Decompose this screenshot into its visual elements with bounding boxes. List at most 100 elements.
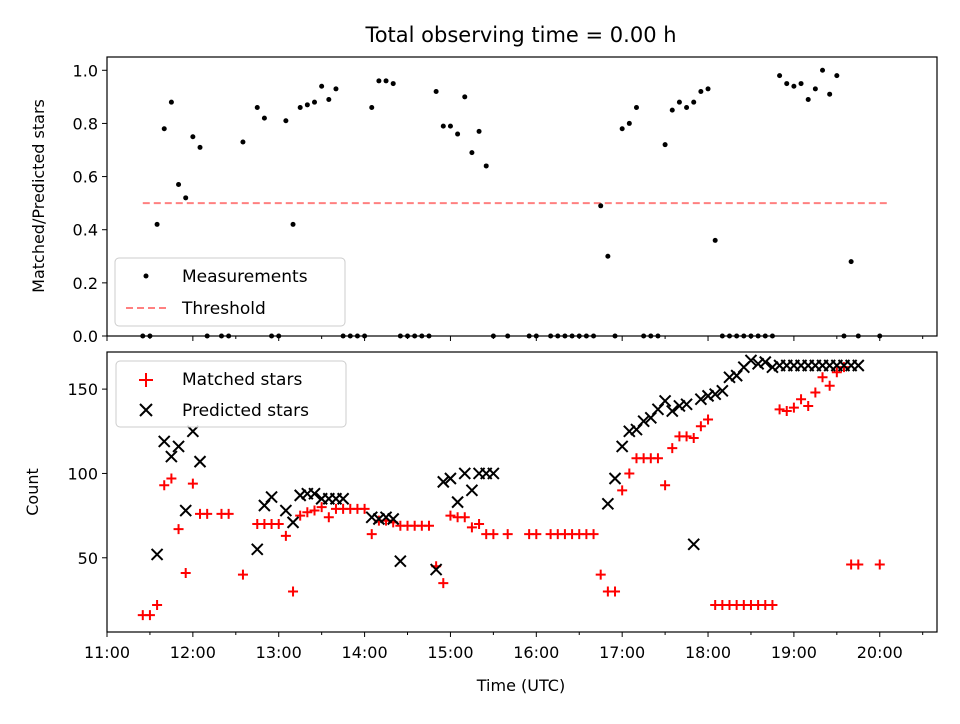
measurement-point	[397, 333, 403, 339]
matched-star-point	[237, 569, 248, 580]
predicted-star-point	[623, 425, 636, 438]
predicted-star-point	[365, 511, 378, 524]
legend-threshold-label: Threshold	[181, 299, 266, 319]
measurement-point	[347, 333, 353, 339]
measurement-point	[362, 333, 368, 339]
measurement-point	[147, 333, 153, 339]
measurement-point	[276, 333, 282, 339]
predicted-star-point	[615, 440, 629, 453]
matched-star-point	[366, 529, 377, 540]
predicted-star-point	[637, 414, 650, 428]
predicted-star-point	[386, 512, 400, 526]
measurement-point	[812, 86, 818, 92]
measurement-point	[297, 104, 303, 110]
measurement-point	[176, 182, 182, 188]
bottom-y-tick-label: 100	[67, 464, 98, 483]
x-tick-label: 19:00	[771, 643, 817, 662]
measurement-point	[312, 99, 317, 105]
measurement-point	[841, 333, 847, 339]
bottom-panel: Count Time (UTC) 50 100 150 11:00 12:00 13:0…	[23, 351, 938, 695]
measurement-point	[390, 81, 396, 87]
measurement-point	[490, 333, 496, 339]
measurement-point	[226, 333, 232, 339]
top-y-axis-label: Matched/Predicted stars	[29, 99, 48, 293]
top-panel: Matched/Predicted stars 0.0 0.2 0.4 0.6 0.8 1…	[29, 56, 938, 346]
measurement-point	[755, 333, 761, 339]
x-tick-label: 11:00	[84, 643, 130, 662]
predicted-star-point	[723, 371, 736, 384]
predicted-star-point	[759, 355, 772, 369]
matched-star-point	[288, 586, 299, 597]
measurement-point	[419, 333, 425, 339]
matched-star-point	[295, 510, 306, 521]
legend-measurements-marker	[143, 273, 149, 279]
measurement-point	[598, 203, 604, 209]
matched-star-point	[853, 559, 864, 570]
measurement-point	[648, 333, 654, 339]
matched-star-point	[159, 480, 170, 491]
x-tick-label: 12:00	[170, 643, 216, 662]
measurement-point	[684, 104, 690, 110]
matched-star-point	[180, 567, 191, 578]
matched-star-point	[187, 478, 198, 489]
x-tick-label: 18:00	[685, 643, 731, 662]
matched-star-point	[796, 394, 807, 405]
matched-star-point	[302, 507, 313, 518]
matched-star-point	[610, 586, 621, 597]
matched-star-point	[617, 485, 628, 496]
measurement-point	[183, 195, 189, 201]
predicted-star-point	[716, 384, 729, 398]
matched-star-point	[273, 519, 284, 530]
measurement-point	[555, 333, 561, 339]
predicted-star-point	[437, 475, 450, 489]
legend-predicted-label: Predicted stars	[182, 401, 309, 421]
matched-star-point	[466, 522, 477, 533]
measurement-point	[698, 89, 704, 95]
predicted-star-point	[165, 450, 178, 463]
bottom-y-tick-label: 150	[67, 380, 98, 399]
top-y-tick-label: 0.6	[73, 168, 98, 187]
matched-star-point	[803, 400, 814, 411]
measurement-point	[476, 128, 482, 134]
predicted-star-point	[193, 455, 207, 468]
measurement-point	[526, 333, 532, 339]
matched-star-point	[316, 502, 327, 513]
measurement-point	[333, 86, 339, 92]
top-plot-frame	[106, 56, 938, 337]
matched-star-point	[445, 510, 456, 521]
top-y-tick-label: 0.0	[73, 327, 98, 346]
predicted-star-point	[150, 548, 164, 561]
x-tick-label: 15:00	[427, 643, 473, 662]
legend-predicted-marker	[139, 403, 153, 417]
bottom-x-ticks: 11:00 12:00 13:00 14:00 15:00 16:00 17:00 18:00…	[84, 632, 924, 662]
top-y-tick-label: 0.8	[73, 114, 98, 133]
measurement-point	[304, 102, 310, 108]
matched-star-point	[595, 569, 606, 580]
measurement-point	[412, 333, 418, 339]
predicted-star-point	[158, 435, 171, 448]
measurement-point	[455, 131, 461, 137]
matched-star-point	[788, 402, 799, 413]
measurement-point	[633, 104, 639, 110]
matched-star-point	[359, 503, 370, 514]
matched-star-point	[660, 480, 671, 491]
matched-star-point	[423, 520, 434, 531]
measurement-point	[727, 333, 732, 339]
measurement-point	[261, 115, 267, 121]
matched-star-point	[817, 372, 828, 383]
measurement-point	[218, 333, 224, 339]
measurement-point	[483, 163, 489, 169]
measurement-point	[190, 134, 196, 140]
matched-star-point	[688, 433, 699, 444]
predicted-star-point	[687, 538, 700, 551]
measurement-point	[712, 237, 718, 243]
measurement-point	[877, 333, 883, 339]
measurement-point	[848, 259, 854, 265]
top-y-tick-label: 0.2	[73, 274, 98, 293]
measurement-point	[326, 97, 332, 103]
measurement-point	[533, 333, 539, 339]
measurement-point	[204, 333, 210, 339]
measurement-point	[433, 89, 439, 95]
predicted-star-point	[444, 472, 457, 485]
top-legend-box	[114, 257, 346, 327]
